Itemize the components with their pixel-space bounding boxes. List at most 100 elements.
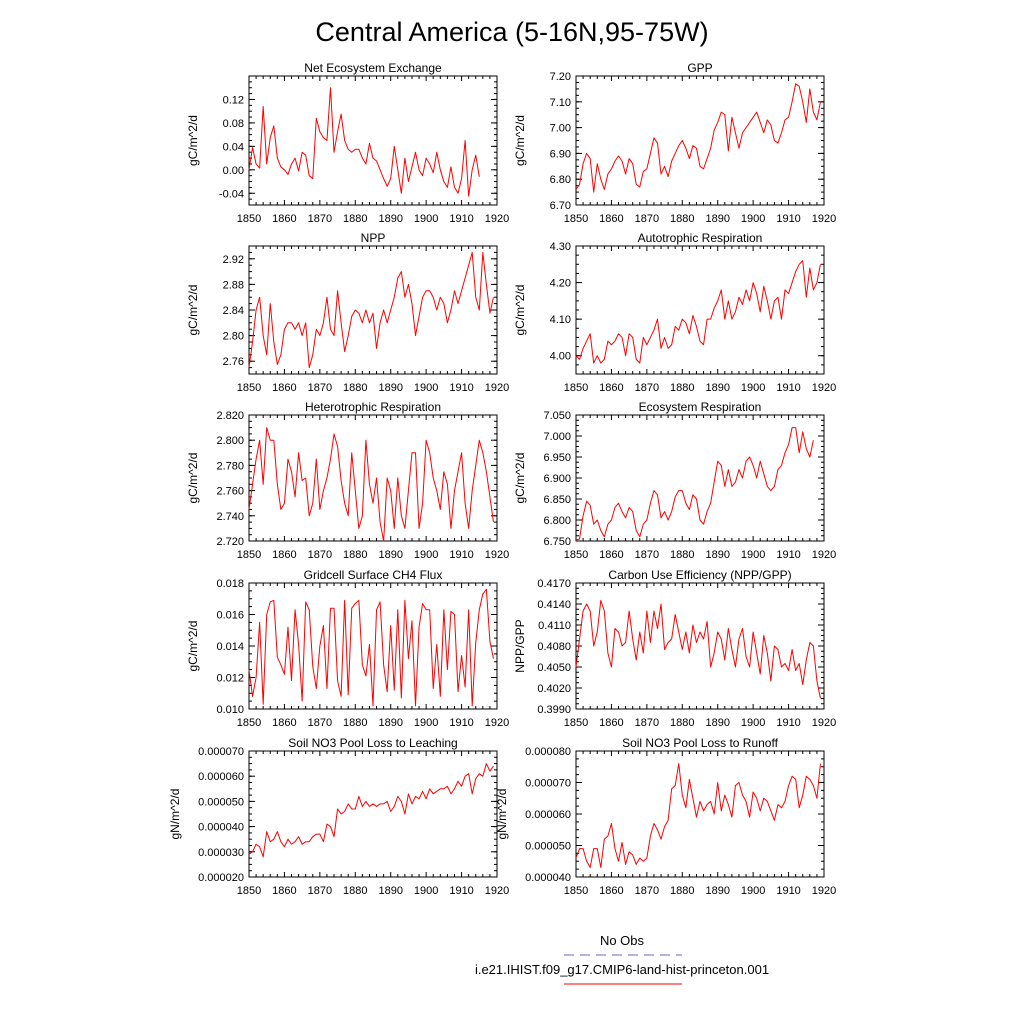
panel-title: NPP — [361, 231, 386, 245]
panel-4: Autotrophic Respiration 1850 1860 1870 1880 1… — [513, 231, 836, 394]
panel-title: Carbon Use Efficiency (NPP/GPP) — [608, 568, 791, 582]
y-axis-label: gC/m^2/d — [186, 115, 200, 166]
x-tick-label: 1860 — [599, 382, 623, 394]
panel-3: NPP 1850 1860 1870 1880 1890 1900 1910 1920 2.76 2… — [186, 231, 509, 394]
x-tick-label: 1890 — [378, 717, 402, 729]
y-tick-label: 0.000040 — [198, 822, 244, 834]
y-tick-label: 2.76 — [223, 356, 244, 368]
x-tick-label: 1870 — [635, 213, 659, 225]
y-tick-label: 0.4110 — [538, 620, 571, 632]
y-tick-label: 6.70 — [550, 200, 571, 212]
x-tick-label: 1870 — [635, 885, 659, 897]
x-tick-label: 1850 — [237, 213, 261, 225]
x-tick-label: 1920 — [485, 549, 509, 561]
x-tick-label: 1900 — [414, 549, 438, 561]
x-tick-label: 1850 — [237, 885, 261, 897]
x-tick-label: 1910 — [776, 549, 800, 561]
y-tick-label: 6.900 — [543, 473, 571, 485]
x-tick-label: 1860 — [272, 382, 296, 394]
x-tick-label: 1860 — [272, 717, 296, 729]
y-tick-label: 6.850 — [543, 494, 571, 506]
x-tick-label: 1850 — [564, 549, 588, 561]
panels: Net Ecosystem Exchange 1850 1860 1870 1880 18… — [168, 61, 836, 897]
series-line — [575, 763, 821, 869]
y-axis-label: NPP/GPP — [513, 619, 527, 672]
y-tick-label: 6.80 — [550, 174, 571, 186]
y-axis-label: gC/m^2/d — [186, 285, 200, 336]
x-tick-label: 1900 — [741, 549, 765, 561]
y-tick-label: 0.000040 — [525, 872, 571, 884]
y-tick-label: 0.000050 — [525, 841, 571, 853]
y-tick-label: 7.20 — [550, 71, 571, 83]
y-tick-label: 6.750 — [543, 536, 571, 548]
x-tick-label: 1890 — [705, 717, 729, 729]
legend: No Obs i.e21.IHIST.f09_g17.CMIP6-land-hi… — [475, 933, 769, 985]
series-line — [575, 260, 821, 364]
y-tick-label: 0.12 — [223, 94, 244, 106]
plot-frame — [575, 750, 825, 878]
x-tick-label: 1900 — [741, 213, 765, 225]
panel-title: Soil NO3 Pool Loss to Leaching — [288, 736, 457, 750]
x-tick-label: 1900 — [414, 717, 438, 729]
panel-10: Soil NO3 Pool Loss to Runoff 1850 1860 1870… — [495, 736, 836, 897]
x-tick-label: 1870 — [308, 213, 332, 225]
x-tick-label: 1890 — [705, 549, 729, 561]
x-tick-label: 1910 — [776, 213, 800, 225]
panel-6: Ecosystem Respiration 1850 1860 1870 1880 189… — [513, 400, 836, 561]
y-tick-label: 6.90 — [550, 148, 571, 160]
x-tick-label: 1910 — [449, 549, 473, 561]
x-tick-label: 1880 — [343, 717, 367, 729]
x-tick-label: 1860 — [599, 717, 623, 729]
x-tick-label: 1910 — [449, 382, 473, 394]
x-tick-label: 1910 — [776, 885, 800, 897]
x-tick-label: 1860 — [599, 213, 623, 225]
x-tick-label: 1910 — [776, 717, 800, 729]
y-tick-label: 2.800 — [216, 435, 244, 447]
x-tick-label: 1920 — [485, 213, 509, 225]
y-axis-label: gC/m^2/d — [513, 115, 527, 166]
series-line — [248, 87, 480, 197]
y-tick-label: 0.4140 — [537, 599, 571, 611]
y-tick-label: 6.800 — [543, 515, 571, 527]
panel-title: Soil NO3 Pool Loss to Runoff — [622, 736, 779, 750]
y-tick-label: 4.30 — [550, 241, 571, 253]
y-tick-label: 0.4080 — [537, 641, 571, 653]
x-tick-label: 1920 — [812, 382, 836, 394]
x-tick-label: 1900 — [741, 717, 765, 729]
panel-1: Net Ecosystem Exchange 1850 1860 1870 1880 18… — [186, 61, 509, 225]
x-tick-label: 1880 — [670, 382, 694, 394]
x-tick-label: 1850 — [564, 885, 588, 897]
x-tick-label: 1870 — [308, 549, 332, 561]
y-tick-label: 0.000070 — [198, 746, 244, 758]
x-tick-label: 1920 — [812, 717, 836, 729]
y-tick-label: 0.4020 — [537, 683, 571, 695]
x-tick-label: 1900 — [414, 382, 438, 394]
panel-title: Net Ecosystem Exchange — [304, 61, 442, 75]
panel-title: Gridcell Surface CH4 Flux — [304, 568, 443, 582]
series-line — [248, 588, 494, 707]
y-tick-label: 0.08 — [223, 118, 244, 130]
y-tick-label: 2.780 — [216, 460, 244, 472]
y-tick-label: 0.000080 — [525, 746, 571, 758]
x-tick-label: 1920 — [485, 717, 509, 729]
x-tick-label: 1860 — [599, 549, 623, 561]
series-line — [248, 427, 494, 542]
x-tick-label: 1850 — [564, 213, 588, 225]
y-tick-label: 2.88 — [223, 279, 244, 291]
x-tick-label: 1900 — [741, 885, 765, 897]
panel-5: Heterotrophic Respiration 1850 1860 1870 188… — [186, 400, 509, 561]
x-tick-label: 1920 — [485, 382, 509, 394]
x-tick-label: 1870 — [308, 382, 332, 394]
y-tick-label: 0.000030 — [198, 847, 244, 859]
x-tick-label: 1870 — [635, 549, 659, 561]
x-tick-label: 1860 — [272, 549, 296, 561]
plot-frame — [575, 414, 825, 542]
x-tick-label: 1870 — [635, 382, 659, 394]
x-tick-label: 1850 — [237, 717, 261, 729]
x-tick-label: 1910 — [449, 213, 473, 225]
panel-7: Gridcell Surface CH4 Flux 1850 1860 1870 188… — [186, 568, 509, 729]
y-tick-label: 0.012 — [216, 673, 244, 685]
y-tick-label: 7.10 — [550, 97, 571, 109]
plot-frame — [248, 750, 498, 878]
figure-title: Central America (5-16N,95-75W) — [315, 17, 708, 47]
